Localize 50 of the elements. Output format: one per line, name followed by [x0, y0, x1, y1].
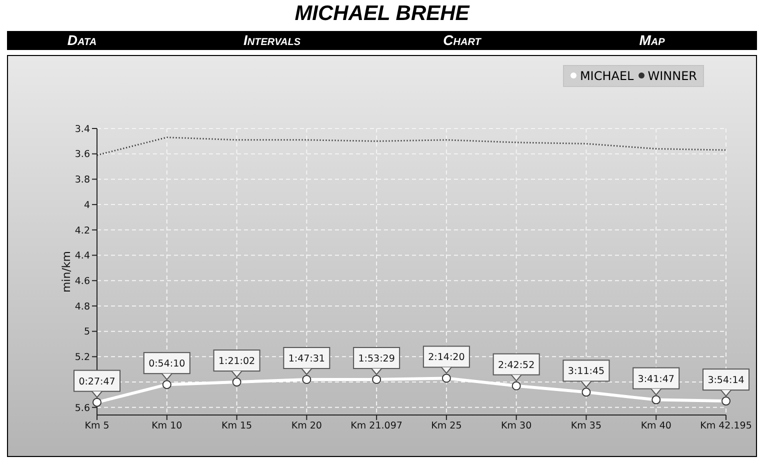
- annotation: 3:41:47: [638, 374, 674, 385]
- x-tick-label: Km 15: [221, 420, 252, 432]
- y-axis-title: min/km: [60, 250, 73, 293]
- point: [442, 374, 451, 383]
- text: Chart: [442, 32, 482, 48]
- text: Intervals: [242, 32, 302, 48]
- x-tick-label: Km 25: [431, 420, 462, 432]
- x-tick-label: Km 21.097: [350, 420, 402, 432]
- point: [162, 380, 172, 390]
- y-tick-label: 3.4: [74, 124, 90, 135]
- annotation: 0:54:10: [148, 358, 186, 370]
- x-tick-label: Km 42.195: [700, 420, 752, 432]
- x-tick-label: Km 30: [501, 420, 532, 432]
- text: Map: [638, 32, 666, 48]
- text: Data: [66, 32, 98, 48]
- annotation: 2:42:52: [498, 360, 535, 371]
- y-tick-label: 4.2: [74, 225, 90, 236]
- point: [302, 375, 312, 384]
- line-series: [96, 136, 727, 156]
- point: [582, 388, 591, 397]
- annotation: 3:11:45: [568, 366, 605, 378]
- point: [372, 375, 382, 384]
- x-tick-label: Km 20: [291, 420, 322, 432]
- point: [232, 378, 242, 387]
- y-tick-label: 5: [84, 326, 90, 338]
- y-tick-label: 5.6: [74, 402, 90, 414]
- y-tick-label: 4: [84, 200, 90, 211]
- y-tick-label: 3.8: [74, 174, 90, 186]
- x-tick-label: Km 35: [570, 420, 602, 432]
- x-tick-label: Km 10: [152, 420, 182, 432]
- y-tick-label: 4.8: [74, 301, 90, 312]
- annotation: 1:21:02: [218, 356, 256, 368]
- point: [652, 395, 661, 404]
- point: [512, 381, 521, 390]
- annotation: 0:27:47: [78, 376, 116, 388]
- annotation: 3:54:14: [708, 375, 744, 386]
- y-tick-label: 4.6: [74, 276, 90, 287]
- annotation: 2:14:20: [428, 352, 465, 364]
- point: [722, 396, 730, 406]
- annotation: 1:47:31: [288, 354, 325, 365]
- annotation: 1:53:29: [358, 354, 395, 365]
- legend-label: MICHAEL: [580, 68, 634, 82]
- x-tick-label: Km 5: [84, 420, 110, 432]
- y-tick-label: 5.2: [74, 352, 90, 364]
- y-tick-label: 4.4: [74, 250, 90, 262]
- chart-title: MICHAEL BREHE: [294, 2, 471, 26]
- legend-label: WINNER: [648, 68, 697, 82]
- y-tick-label: 3.6: [74, 149, 90, 160]
- point: [92, 398, 102, 407]
- x-tick-label: Km 40: [640, 420, 672, 432]
